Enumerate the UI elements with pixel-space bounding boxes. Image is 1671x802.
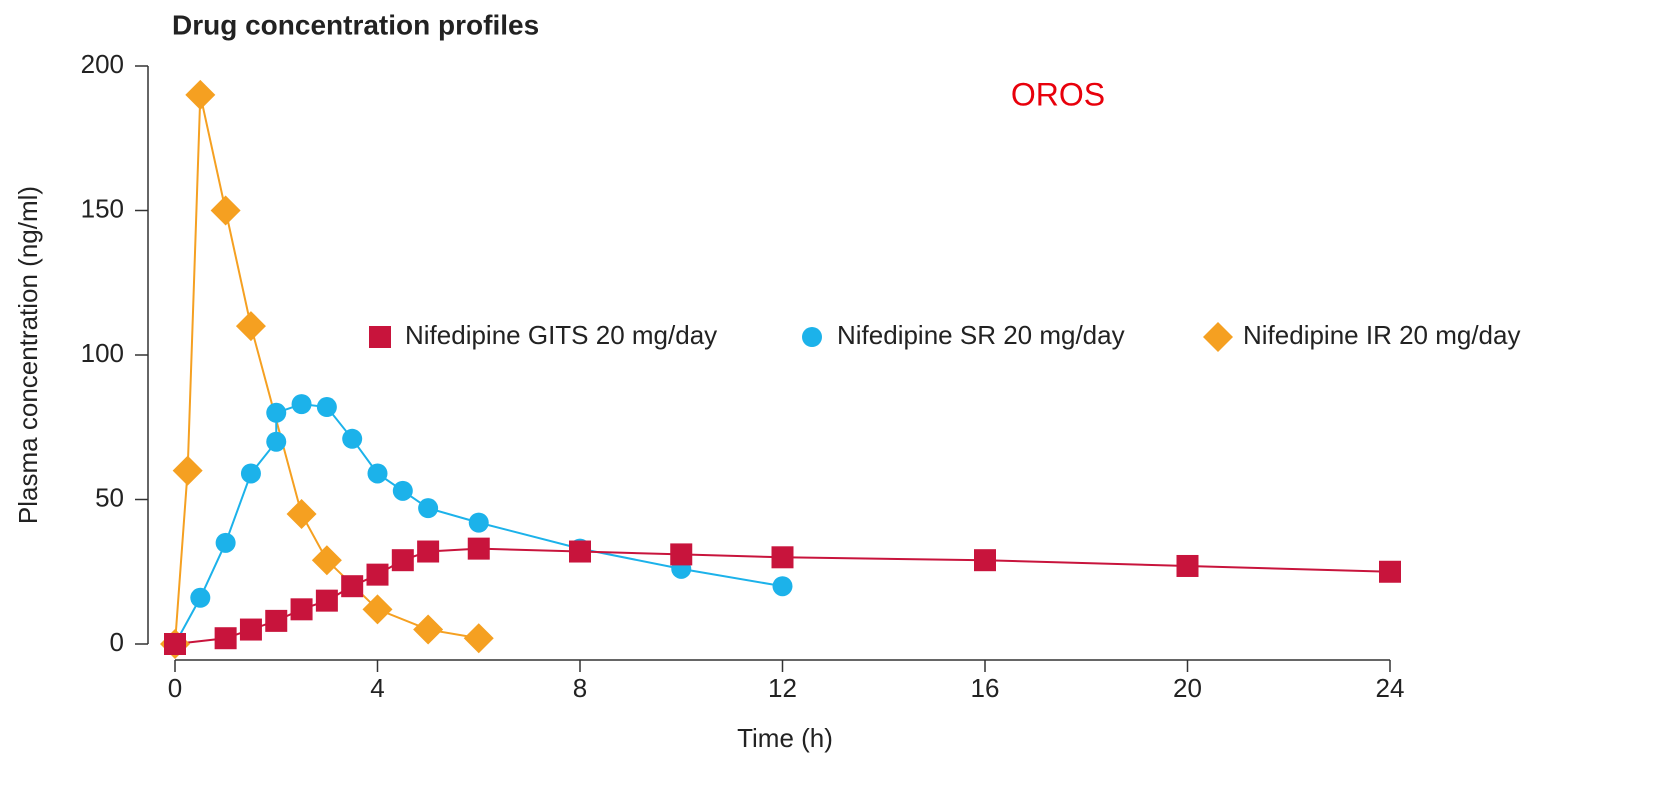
marker-square [771, 546, 794, 569]
x-tick-label: 20 [1173, 673, 1202, 703]
legend-label: Nifedipine SR 20 mg/day [837, 320, 1125, 350]
marker-circle [342, 428, 363, 449]
y-axis-label: Plasma concentration (ng/ml) [13, 186, 43, 524]
marker-circle [266, 431, 287, 452]
marker-square [391, 549, 414, 572]
marker-square [239, 618, 262, 641]
legend-marker [1203, 322, 1233, 352]
marker-circle [291, 394, 312, 415]
marker-square [1176, 554, 1199, 577]
marker-circle [468, 512, 489, 533]
marker-square [164, 633, 186, 655]
x-tick-label: 12 [768, 673, 797, 703]
marker-circle [367, 463, 388, 484]
y-tick-label: 100 [81, 338, 124, 368]
marker-circle [418, 498, 439, 519]
legend-marker [802, 327, 822, 347]
marker-square [265, 609, 288, 632]
marker-square [974, 549, 996, 572]
legend-marker [369, 326, 391, 348]
marker-diamond [311, 545, 342, 576]
marker-circle [215, 532, 236, 553]
marker-diamond [235, 311, 266, 342]
marker-circle [190, 587, 211, 608]
y-tick-label: 200 [81, 49, 124, 79]
marker-square [1379, 560, 1401, 583]
legend-label: Nifedipine IR 20 mg/day [1243, 320, 1520, 350]
marker-diamond [210, 195, 241, 226]
x-tick-label: 0 [168, 673, 182, 703]
marker-diamond [413, 614, 444, 645]
marker-square [341, 575, 364, 598]
marker-diamond [286, 498, 317, 529]
marker-square [417, 540, 440, 563]
y-tick-label: 50 [95, 482, 124, 512]
marker-diamond [185, 79, 216, 110]
marker-square [214, 627, 237, 650]
marker-circle [316, 397, 337, 418]
marker-circle [240, 463, 261, 484]
marker-square [366, 563, 389, 586]
y-tick-label: 150 [81, 193, 124, 223]
y-tick-label: 0 [110, 627, 124, 657]
legend-label: Nifedipine GITS 20 mg/day [405, 320, 717, 350]
marker-square [467, 537, 490, 560]
x-axis-label: Time (h) [737, 723, 833, 753]
x-tick-label: 24 [1376, 673, 1405, 703]
series-line [174, 403, 783, 645]
marker-diamond [172, 455, 203, 486]
annotation: OROS [1011, 76, 1105, 112]
chart-title: Drug concentration profiles [172, 9, 539, 40]
x-tick-label: 4 [370, 673, 384, 703]
marker-circle [772, 576, 793, 597]
marker-square [315, 589, 338, 612]
marker-square [290, 598, 313, 621]
marker-circle [266, 402, 287, 423]
marker-circle [392, 480, 413, 501]
x-tick-label: 8 [573, 673, 587, 703]
marker-diamond [463, 623, 494, 654]
marker-diamond [362, 594, 393, 625]
x-tick-label: 16 [971, 673, 1000, 703]
marker-square [670, 543, 693, 566]
marker-square [569, 540, 591, 563]
